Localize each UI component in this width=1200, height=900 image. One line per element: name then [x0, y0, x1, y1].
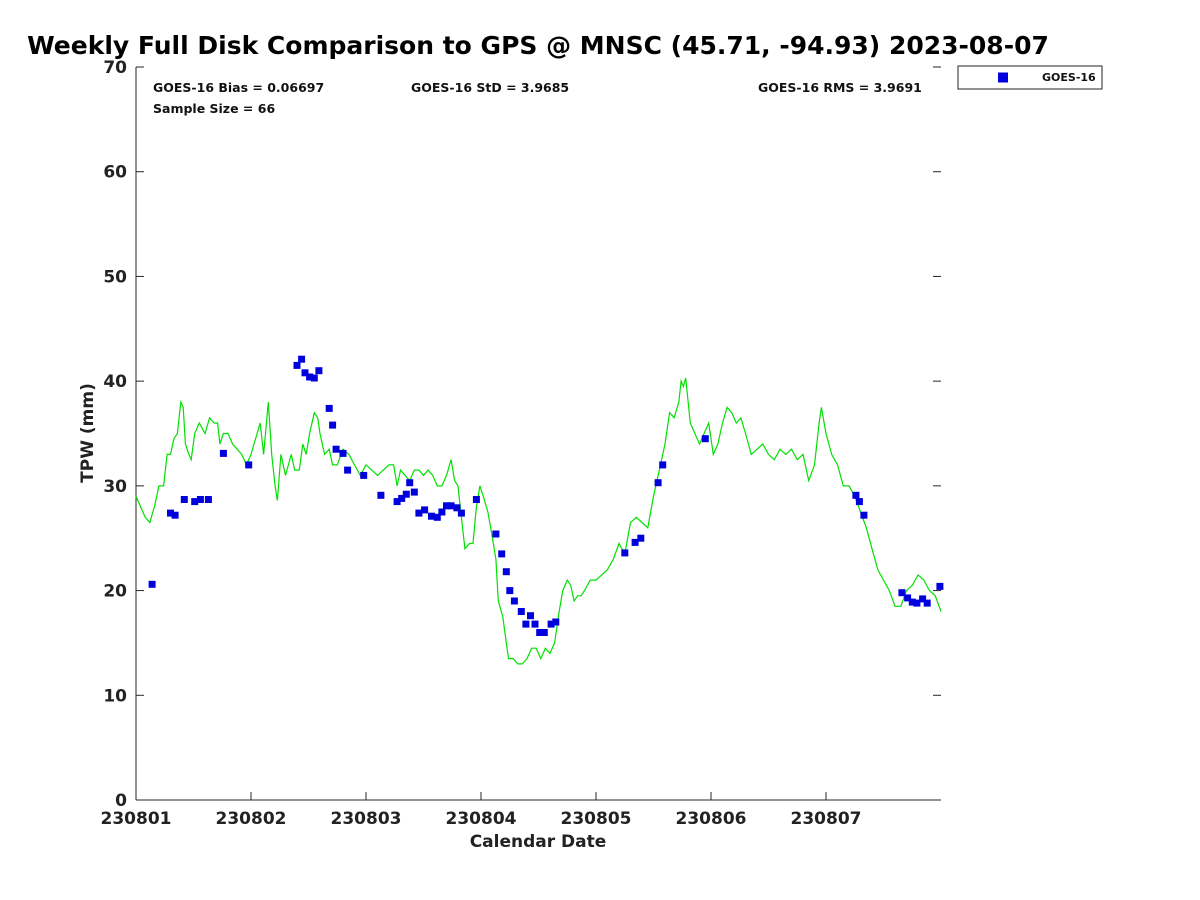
goes16-data-point [936, 582, 944, 590]
x-tick-label: 230806 [676, 809, 747, 829]
goes16-data-point [621, 549, 629, 557]
goes16-data-point [517, 608, 525, 615]
goes16-data-point [196, 496, 204, 503]
y-tick-label: 20 [103, 582, 127, 602]
goes16-data-point [315, 367, 323, 375]
bias-stat: GOES-16 Bias = 0.06697 [153, 80, 324, 95]
goes16-data-point [306, 373, 314, 381]
goes16-data-point [344, 466, 352, 474]
goes16-data-point [492, 530, 500, 538]
x-tick-label: 230807 [791, 809, 862, 829]
goes16-data-point [913, 599, 921, 607]
goes16-data-point [393, 498, 401, 506]
goes16-data-point [547, 620, 555, 628]
goes16-data-point [428, 512, 435, 520]
goes16-data-point [447, 502, 455, 510]
y-axis-ticks: 0 10 20 30 40 50 60 70 [103, 58, 941, 811]
goes16-data-point [472, 496, 480, 503]
goes16-data-point [498, 550, 506, 558]
goes16-data-point [527, 612, 534, 620]
goes16-data-point [631, 538, 639, 546]
goes16-data-point [171, 511, 179, 519]
goes16-data-point [654, 479, 662, 487]
x-tick-label: 230804 [446, 809, 517, 829]
goes16-data-point [332, 445, 340, 453]
goes16-data-point [637, 534, 645, 542]
goes16-data-point [510, 597, 518, 605]
y-tick-label: 30 [103, 477, 127, 497]
legend: GOES-16 [957, 65, 1103, 90]
goes16-data-point [339, 449, 347, 457]
goes16-data-point [148, 580, 156, 588]
goes16-data-point [506, 587, 514, 595]
goes16-data-point [531, 620, 539, 628]
goes16-data-point [325, 404, 333, 412]
goes16-data-point [701, 435, 709, 443]
goes16-data-point [536, 629, 544, 636]
goes16-data-point [310, 374, 318, 382]
goes16-data-point [219, 449, 227, 457]
y-tick-label: 0 [115, 791, 127, 811]
std-stat: GOES-16 StD = 3.9685 [411, 80, 569, 95]
goes16-data-point [377, 491, 385, 499]
goes16-data-point [855, 498, 863, 506]
goes16-data-point [167, 509, 174, 517]
goes16-data-point [398, 494, 406, 502]
y-tick-label: 70 [103, 58, 127, 78]
goes16-data-point [923, 599, 931, 607]
goes16-data-point [421, 506, 429, 514]
goes16-data-point [293, 361, 301, 369]
goes16-data-point [502, 568, 510, 576]
x-tick-label: 230805 [561, 809, 632, 829]
goes16-data-point [245, 461, 253, 469]
goes16-data-point [204, 496, 212, 503]
goes16-data-point [540, 629, 548, 636]
y-tick-label: 50 [103, 267, 127, 287]
goes16-data-point [457, 509, 465, 517]
goes16-data-point [919, 595, 927, 603]
goes16-data-point [415, 509, 423, 517]
goes16-data-point [908, 598, 916, 606]
sample-size-stat: Sample Size = 66 [153, 101, 275, 116]
goes16-data-point [329, 421, 337, 429]
x-axis-ticks: 230801 230802 230803 230804 230805 230806 2308… [101, 792, 862, 829]
goes16-data-point [522, 620, 530, 628]
rms-stat: GOES-16 RMS = 3.9691 [758, 80, 922, 95]
goes16-data-point [659, 461, 667, 469]
y-tick-label: 60 [103, 163, 127, 183]
y-axis-label: TPW (mm) [78, 383, 98, 483]
goes16-data-point [433, 513, 441, 521]
goes16-data-point [438, 508, 446, 516]
x-axis-label: Calendar Date [470, 832, 607, 852]
plot-area: 0 10 20 30 40 50 60 70 230801 230802 230803 230804… [101, 58, 944, 829]
goes16-data-point [410, 488, 418, 496]
goes16-data-point [180, 496, 188, 503]
y-tick-label: 10 [103, 686, 127, 706]
x-tick-label: 230802 [216, 809, 287, 829]
goes16-data-point [191, 498, 199, 506]
legend-box [957, 65, 1103, 90]
goes16-data-point [360, 471, 368, 479]
goes16-data-point [453, 504, 461, 512]
goes16-data-point [860, 511, 868, 519]
goes16-data-point [552, 618, 560, 626]
x-tick-label: 230803 [331, 809, 402, 829]
legend-label-goes16: GOES-16 [1042, 71, 1096, 84]
goes16-data-point [904, 594, 912, 602]
goes16-data-point [402, 490, 410, 498]
chart-title: Weekly Full Disk Comparison to GPS @ MNS… [27, 31, 1049, 60]
y-tick-label: 40 [103, 372, 127, 392]
legend-marker-goes16 [998, 72, 1008, 83]
goes16-data-point [298, 355, 306, 363]
goes16-data-point [301, 369, 309, 377]
x-tick-label: 230801 [101, 809, 172, 829]
goes16-data-point [443, 502, 450, 510]
goes16-data-point [852, 491, 860, 499]
series-layer [135, 355, 944, 665]
goes16-data-point [898, 589, 906, 597]
gps-series-line [135, 377, 942, 665]
goes16-data-point [406, 479, 414, 487]
